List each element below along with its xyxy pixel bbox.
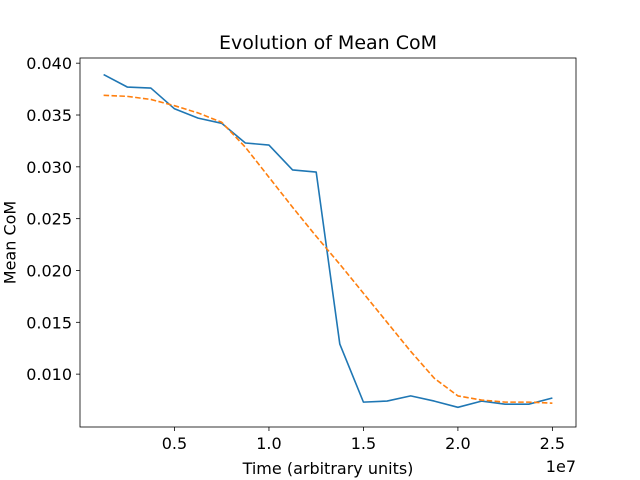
y-tick-label: 0.015 [26, 313, 72, 332]
x-axis: 0.5 1.0 1.5 2.0 2.5 [162, 427, 565, 453]
y-tick-label: 0.025 [26, 210, 72, 229]
x-tick-label: 0.5 [162, 434, 187, 453]
x-axis-label: Time (arbitrary units) [242, 459, 414, 478]
y-tick-label: 0.040 [26, 54, 72, 73]
y-axis: 0.010 0.015 0.020 0.025 0.030 0.035 0.040 [26, 54, 80, 384]
plot-frame [79, 57, 577, 428]
series-layer [103, 73, 553, 409]
x-tick-label: 1.5 [351, 434, 376, 453]
y-tick-label: 0.030 [26, 158, 72, 177]
y-tick-label: 0.035 [26, 106, 72, 125]
x-axis-offset-text: 1e7 [546, 457, 576, 476]
y-tick-label: 0.020 [26, 261, 72, 280]
y-tick-label: 0.010 [26, 365, 72, 384]
x-tick-label: 2.0 [445, 434, 470, 453]
chart-title: Evolution of Mean CoM [219, 32, 437, 54]
series-line-1 [103, 73, 553, 409]
x-tick-label: 1.0 [256, 434, 281, 453]
y-axis-label: Mean CoM [1, 201, 20, 284]
series-line-2 [103, 94, 553, 404]
x-tick-label: 2.5 [540, 434, 565, 453]
